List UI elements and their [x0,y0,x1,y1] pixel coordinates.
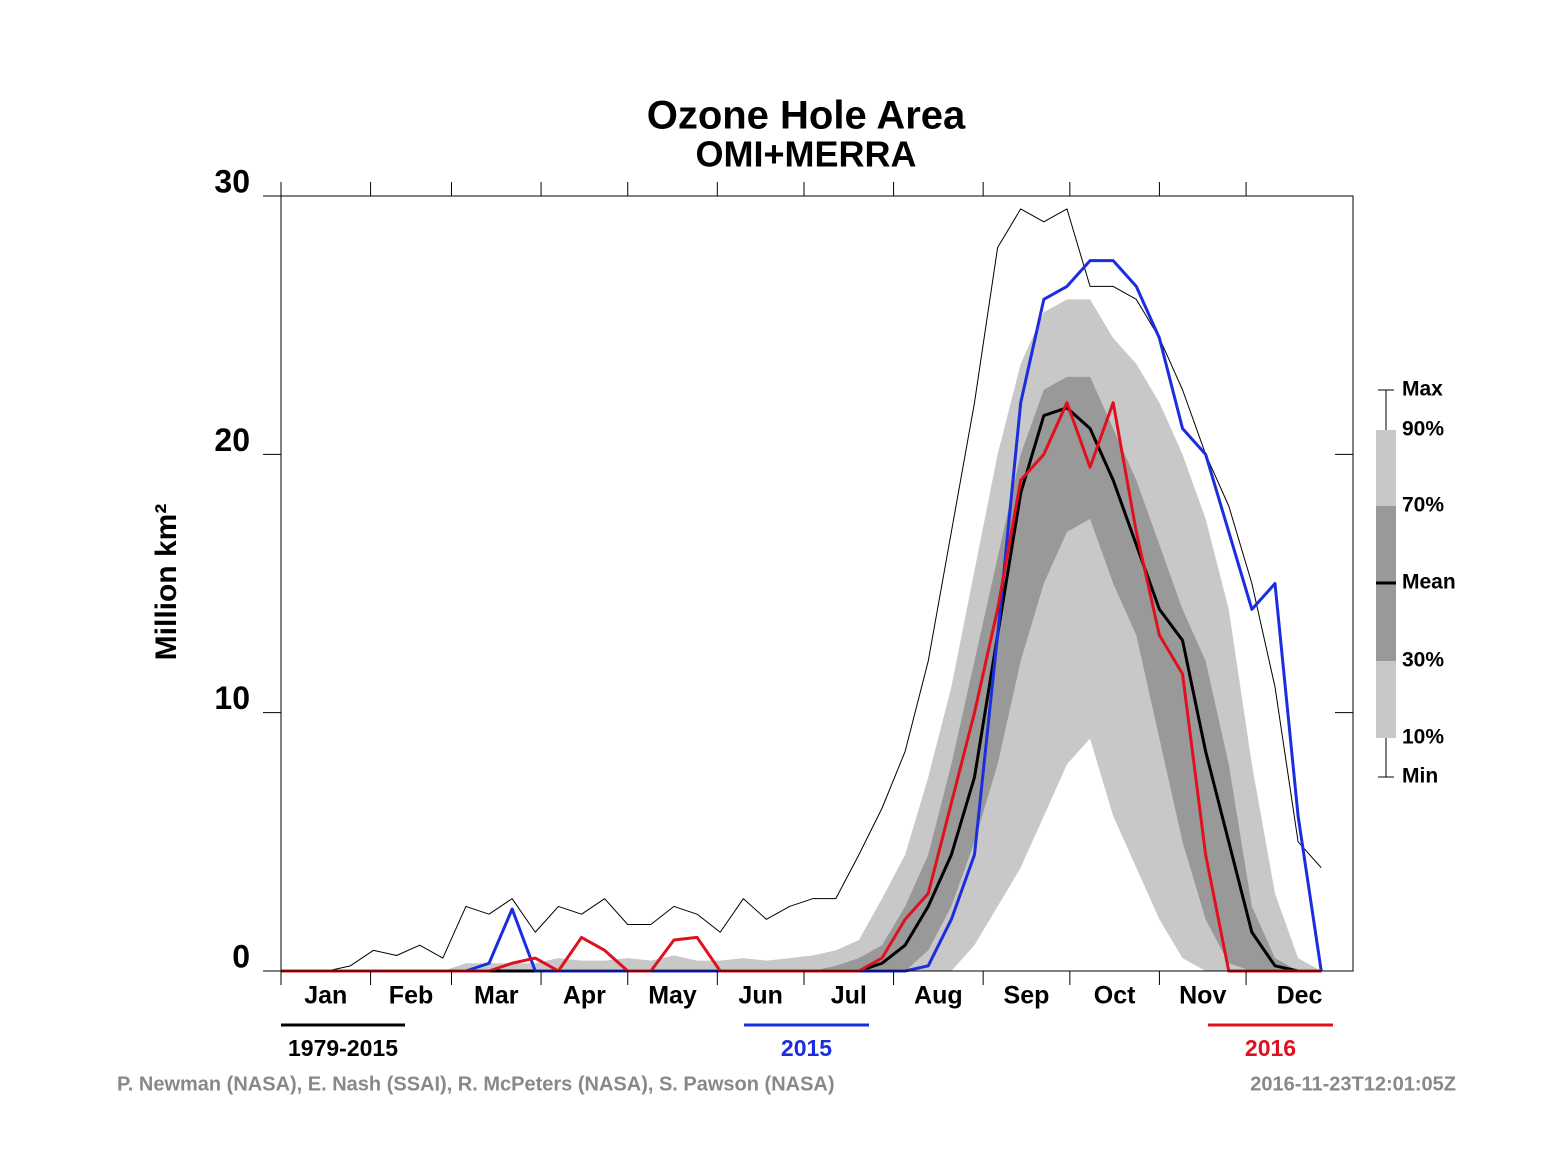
legend-label: 2015 [781,1035,832,1061]
legend-label: Mean [1402,571,1456,594]
legend-box [1376,430,1396,506]
month-label: May [648,982,697,1010]
month-label: Nov [1179,982,1226,1010]
chart-subtitle: OMI+MERRA [695,134,916,175]
legend-label: 2016 [1245,1035,1296,1061]
credit: P. Newman (NASA), E. Nash (SSAI), R. McP… [117,1073,835,1095]
legend-label: Min [1402,765,1438,788]
month-label: Sep [1004,982,1050,1010]
y-tick-label: 20 [214,422,250,458]
chart-title: Ozone Hole Area [647,94,966,138]
y-tick-label: 30 [214,163,250,199]
month-label: Aug [914,982,963,1010]
month-label: Jul [831,982,867,1010]
series-line [281,208,1322,972]
y-tick-label: 0 [232,938,250,974]
y-axis-label: Million km² [150,504,183,661]
legend-label: 10% [1402,726,1444,749]
month-label: Feb [389,982,433,1010]
month-label: Apr [563,982,606,1010]
month-label: Mar [474,982,519,1010]
legend-label: 70% [1402,494,1444,517]
legend-label: Max [1402,378,1443,401]
month-label: Dec [1277,982,1323,1010]
percentile-area [281,738,1322,971]
month-label: Oct [1094,982,1136,1010]
plot-frame [280,195,1354,972]
month-label: Jun [738,982,782,1010]
legend-label: 30% [1402,649,1444,672]
timestamp: 2016-11-23T12:01:05Z [1250,1073,1456,1095]
legend-label: 1979-2015 [288,1035,398,1061]
y-tick-label: 10 [214,680,250,716]
legend-label: 90% [1402,418,1444,441]
month-label: Jan [304,982,347,1010]
legend-box [1376,661,1396,738]
